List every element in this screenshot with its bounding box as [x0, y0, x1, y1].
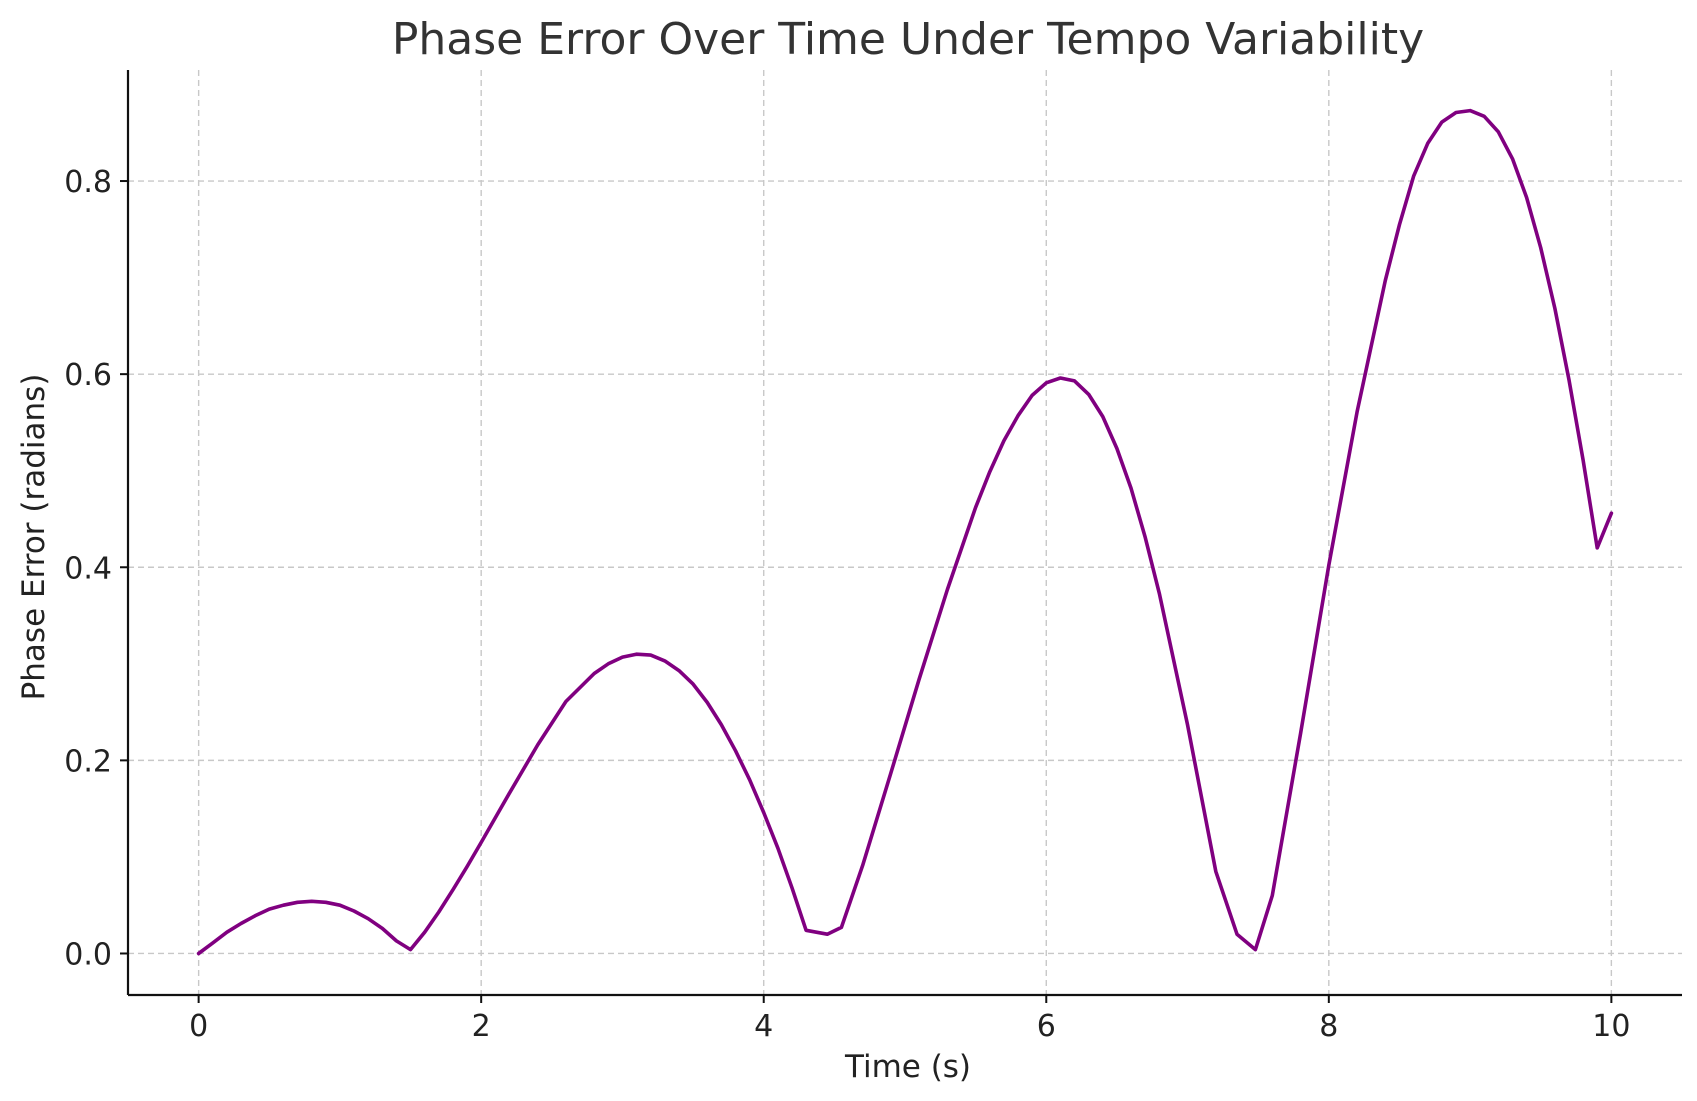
y-tick-label: 0.8: [64, 165, 112, 200]
series-layer: [196, 108, 1614, 956]
tick-labels: 0 2 4 6 8 10 0.0 0.2 0.4 0.6 0.8: [64, 165, 1630, 1044]
x-axis-label: Time (s): [844, 1049, 971, 1085]
y-tick-label: 0.4: [64, 551, 112, 586]
series-line: [196, 108, 1614, 956]
x-tick-label: 10: [1592, 1009, 1630, 1044]
axes: [120, 70, 1682, 1003]
x-tick-label: 2: [472, 1009, 491, 1044]
chart-title: Phase Error Over Time Under Tempo Variab…: [392, 14, 1424, 65]
y-tick-label: 0.2: [64, 744, 112, 779]
x-tick-label: 6: [1037, 1009, 1056, 1044]
grid-lines: [128, 70, 1682, 995]
x-tick-label: 8: [1319, 1009, 1338, 1044]
y-tick-label: 0.0: [64, 937, 112, 972]
y-axis-label: Phase Error (radians): [16, 374, 52, 701]
x-tick-label: 0: [189, 1009, 208, 1044]
y-tick-label: 0.6: [64, 358, 112, 393]
x-tick-label: 4: [754, 1009, 773, 1044]
